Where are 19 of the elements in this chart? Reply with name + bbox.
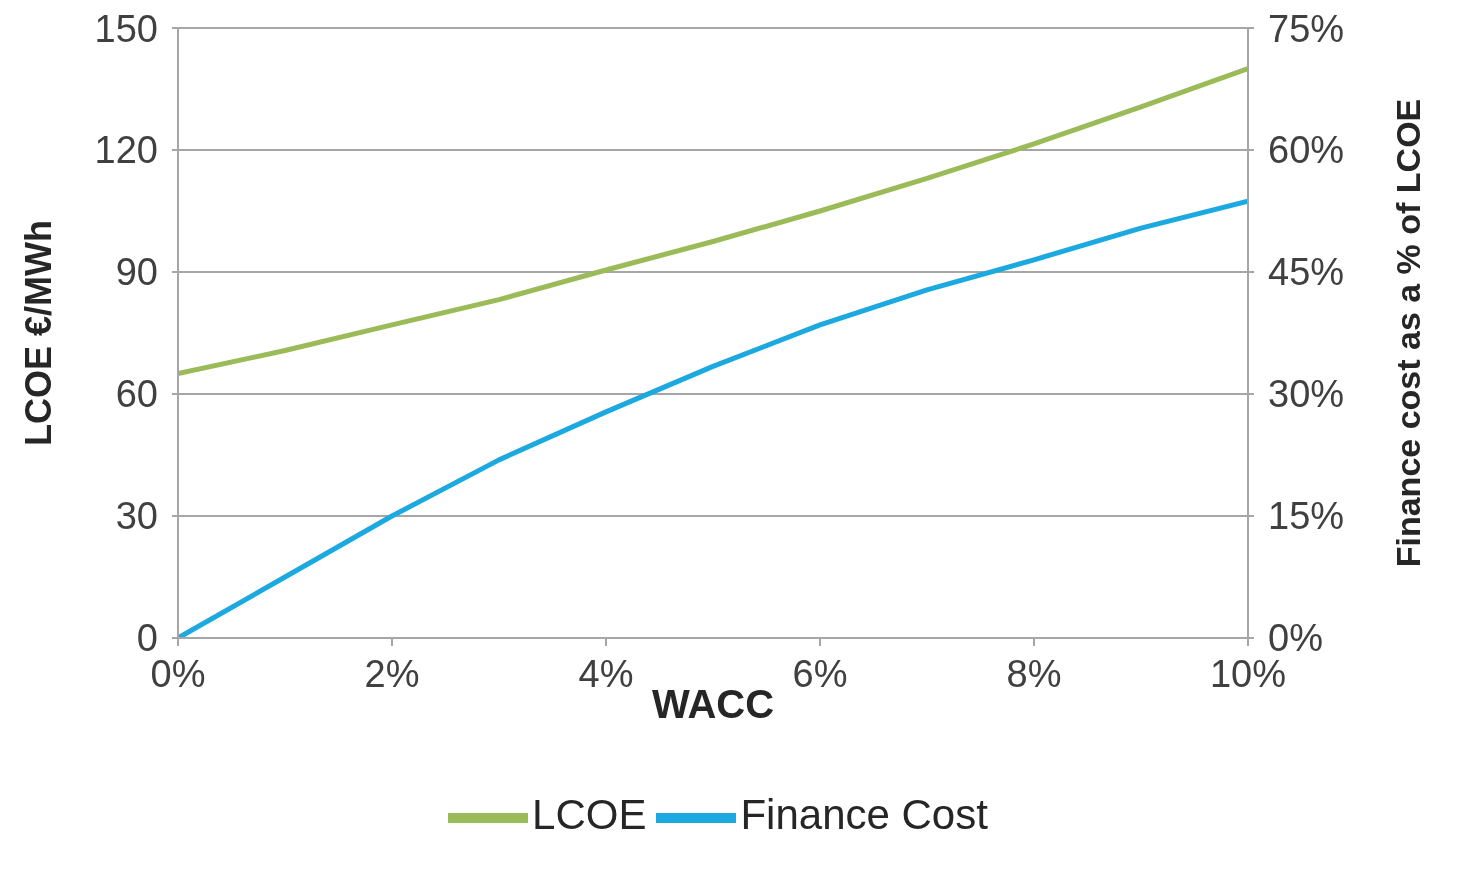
x-tick-label: 2% [364,652,420,695]
x-tick-label: 6% [792,652,848,695]
y2-tick-label: 75% [1268,7,1345,50]
x-tick-label: 8% [1006,652,1062,695]
y-tick-label: 60 [115,373,158,416]
legend-label: LCOE [532,791,647,839]
y2-tick-label: 60% [1268,129,1345,172]
y2-tick-label: 15% [1268,495,1345,538]
x-tick-label: 4% [578,652,634,695]
y-tick-label: 90 [115,251,158,294]
y-tick-label: 30 [115,495,158,538]
y-tick-label: 150 [94,7,158,50]
x-axis-title: WACC [651,682,775,726]
y-axis-title: LCOE €/MWh [17,220,59,446]
y2-tick-label: 45% [1268,251,1345,294]
legend-label: Finance Cost [740,791,988,839]
y-tick-label: 120 [94,129,158,172]
y2-axis-title: Finance cost as a % of LCOE [1389,98,1428,568]
y2-tick-label: 30% [1268,373,1345,416]
